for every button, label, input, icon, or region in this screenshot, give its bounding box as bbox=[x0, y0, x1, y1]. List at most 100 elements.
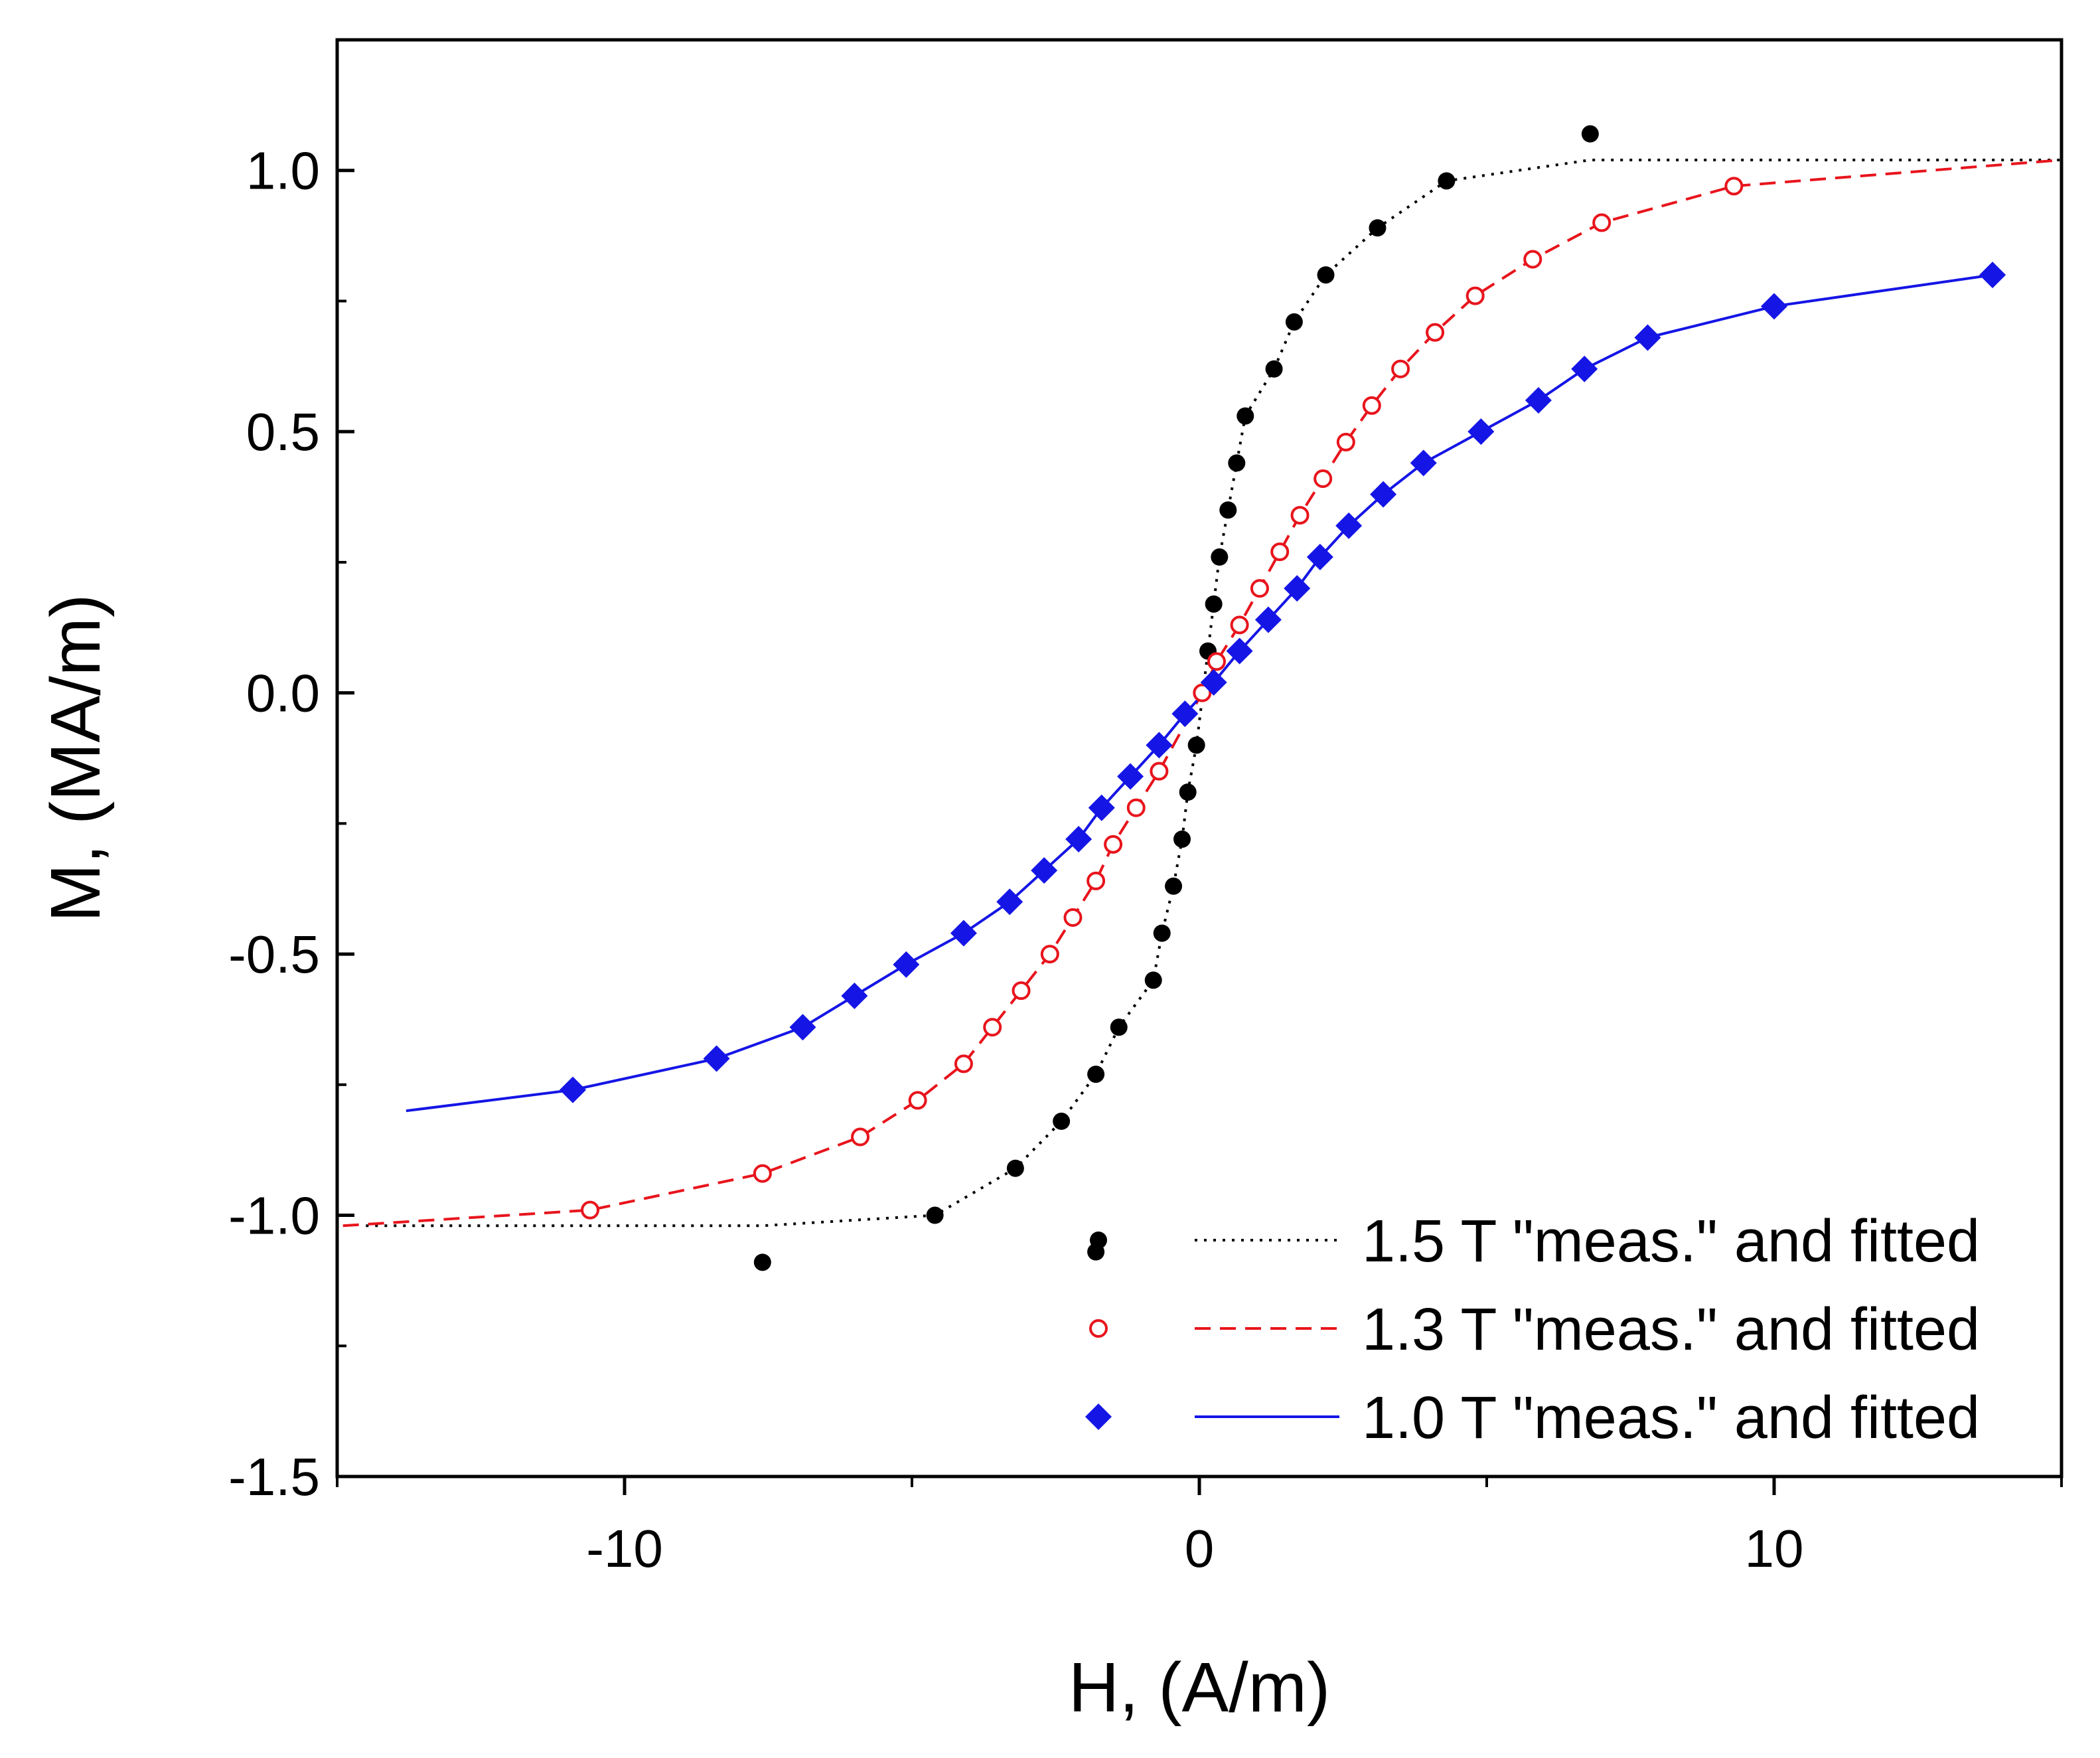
data-point bbox=[996, 888, 1023, 916]
data-point bbox=[954, 1054, 973, 1074]
data-point bbox=[1761, 293, 1787, 320]
data-point bbox=[1193, 683, 1212, 702]
data-point bbox=[1724, 177, 1744, 196]
data-point bbox=[1088, 794, 1115, 821]
data-point bbox=[1317, 266, 1335, 284]
data-point bbox=[1150, 761, 1169, 781]
data-point bbox=[950, 919, 977, 947]
data-point bbox=[1063, 908, 1083, 927]
y-axis: -1.5 -1.0 -0.5 0.0 0.5 1.0 bbox=[228, 141, 354, 1506]
data-point bbox=[1265, 360, 1283, 378]
data-point bbox=[1126, 798, 1146, 817]
data-point bbox=[1438, 172, 1456, 190]
data-point bbox=[1065, 825, 1092, 852]
data-point bbox=[1087, 871, 1106, 890]
data-point bbox=[1525, 386, 1552, 414]
data-point bbox=[1306, 544, 1333, 571]
data-point bbox=[1284, 575, 1311, 602]
data-point bbox=[1006, 1159, 1024, 1177]
data-point bbox=[1087, 1066, 1105, 1083]
data-point bbox=[1187, 736, 1205, 754]
data-point bbox=[1179, 783, 1197, 801]
data-point bbox=[789, 1014, 816, 1041]
legend-label: 1.0 T "meas." and fitted bbox=[1362, 1385, 1980, 1451]
data-point bbox=[1040, 945, 1059, 964]
data-point bbox=[1031, 857, 1058, 884]
legend-marker bbox=[1090, 1232, 1107, 1249]
data-point bbox=[983, 1018, 1002, 1037]
data-point bbox=[1165, 877, 1183, 895]
data-point bbox=[1370, 481, 1397, 508]
data-point bbox=[1571, 355, 1598, 382]
data-points bbox=[560, 125, 2006, 1271]
data-point bbox=[1391, 359, 1410, 378]
data-point bbox=[1592, 213, 1612, 232]
data-point bbox=[1362, 396, 1381, 415]
data-point bbox=[1211, 548, 1229, 566]
data-point bbox=[1254, 606, 1282, 633]
data-point bbox=[1144, 971, 1162, 989]
data-point bbox=[753, 1164, 772, 1183]
data-point bbox=[926, 1206, 944, 1224]
data-point bbox=[1205, 595, 1223, 613]
data-point bbox=[1426, 323, 1445, 342]
legend-marker bbox=[1089, 1319, 1108, 1338]
data-point bbox=[1200, 669, 1227, 696]
data-point bbox=[1153, 924, 1171, 942]
data-point bbox=[703, 1045, 730, 1072]
data-point bbox=[753, 1253, 771, 1271]
y-tick-label: 0.0 bbox=[246, 664, 320, 723]
data-point bbox=[1467, 418, 1495, 445]
data-point bbox=[1285, 313, 1303, 331]
data-point bbox=[1979, 262, 2006, 289]
data-point bbox=[1104, 835, 1123, 854]
data-point bbox=[908, 1091, 927, 1110]
data-point bbox=[560, 1076, 587, 1103]
data-point bbox=[1634, 324, 1661, 351]
data-point bbox=[1581, 125, 1599, 143]
data-point bbox=[1313, 469, 1333, 489]
data-point bbox=[1336, 432, 1355, 451]
data-point bbox=[1207, 652, 1226, 671]
data-point bbox=[1290, 506, 1310, 525]
data-point bbox=[851, 1127, 870, 1147]
data-point bbox=[1146, 732, 1173, 759]
data-point bbox=[1270, 542, 1290, 562]
legend-label: 1.5 T "meas." and fitted bbox=[1362, 1208, 1980, 1275]
data-point bbox=[1053, 1112, 1071, 1130]
x-tick-label: 0 bbox=[1185, 1519, 1215, 1578]
data-point bbox=[1230, 615, 1249, 635]
data-point bbox=[1250, 579, 1269, 598]
y-tick-label: 1.0 bbox=[246, 141, 320, 200]
x-axis: -10 0 10 bbox=[336, 1477, 2063, 1578]
data-point bbox=[1171, 700, 1199, 728]
data-point bbox=[841, 983, 868, 1010]
x-axis-title: H, (A/m) bbox=[1069, 1648, 1331, 1727]
data-point bbox=[1226, 637, 1253, 665]
data-point bbox=[1237, 407, 1254, 425]
data-point bbox=[1012, 981, 1031, 1000]
data-point bbox=[581, 1200, 600, 1220]
legend: 1.5 T "meas." and fitted 1.3 T "meas." an… bbox=[1085, 1208, 1980, 1451]
data-point bbox=[1523, 250, 1542, 269]
x-tick-label: 10 bbox=[1745, 1519, 1804, 1578]
data-point bbox=[1110, 1018, 1128, 1036]
data-point bbox=[893, 951, 920, 978]
data-point bbox=[1369, 219, 1387, 237]
data-point bbox=[1117, 763, 1144, 790]
data-point bbox=[1173, 830, 1191, 848]
x-tick-label: -10 bbox=[586, 1519, 663, 1578]
y-axis-title: M, (MA/m) bbox=[37, 594, 115, 923]
data-point bbox=[1465, 286, 1485, 305]
y-tick-label: -0.5 bbox=[228, 925, 320, 984]
y-tick-label: -1.5 bbox=[228, 1447, 320, 1506]
data-point bbox=[1228, 454, 1246, 472]
y-tick-label: 0.5 bbox=[246, 402, 320, 461]
data-point bbox=[1335, 512, 1363, 539]
data-point bbox=[1219, 501, 1237, 519]
legend-marker bbox=[1085, 1403, 1112, 1430]
legend-label: 1.3 T "meas." and fitted bbox=[1362, 1297, 1980, 1363]
y-tick-label: -1.0 bbox=[228, 1186, 320, 1245]
